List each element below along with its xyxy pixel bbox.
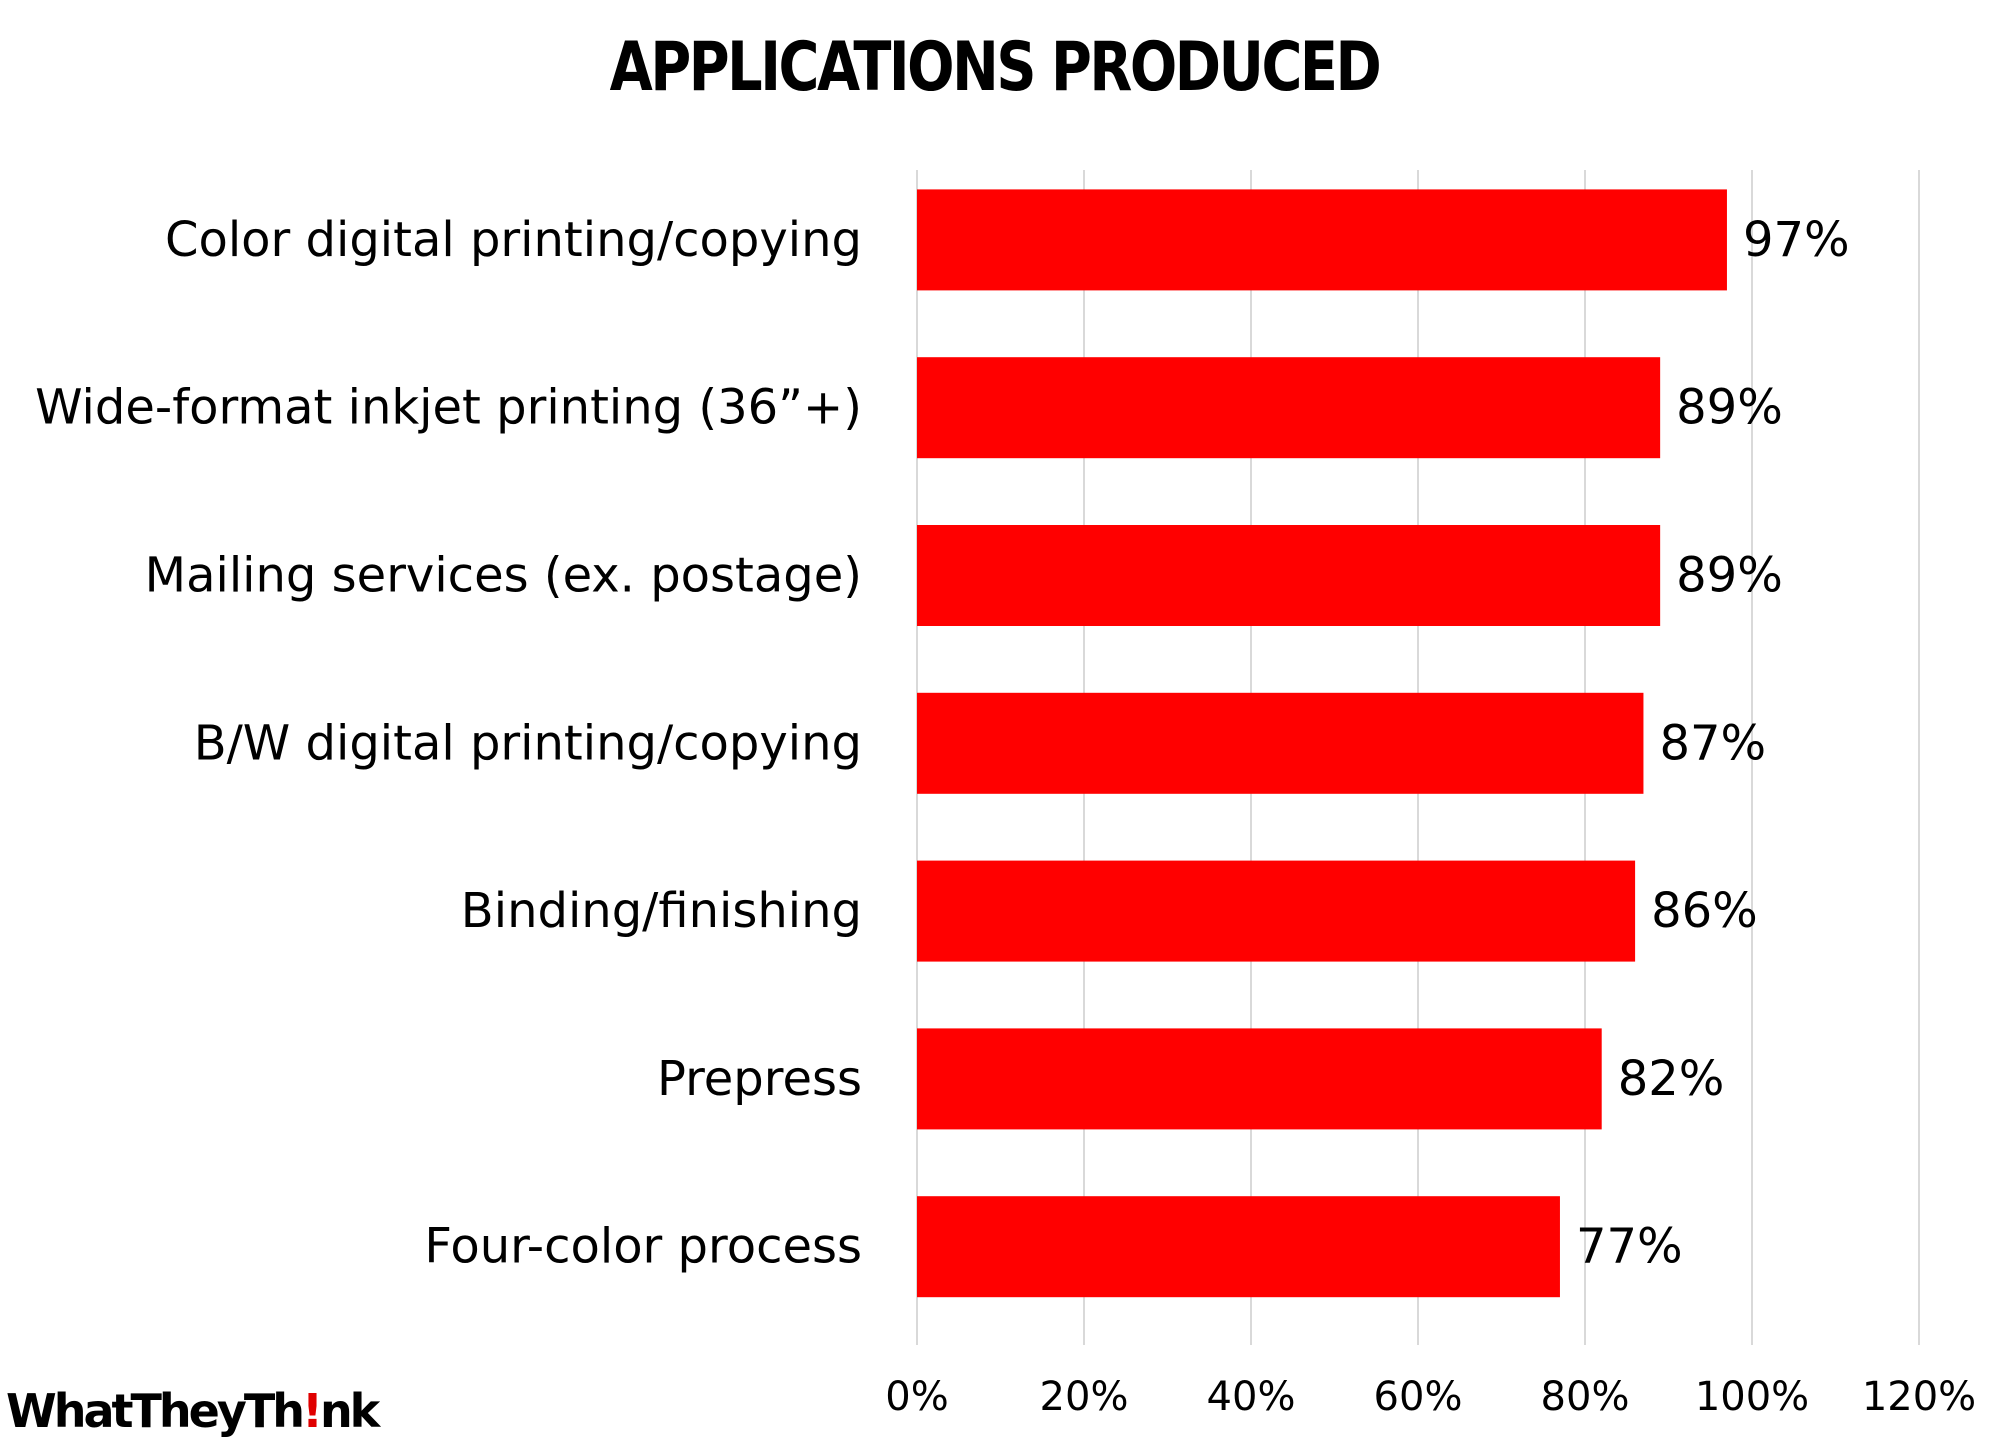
labels: 0% 20% 40% 60% 80% 100% 120% Color digital prin… xyxy=(35,212,1976,1420)
x-tick-label: 100% xyxy=(1695,1374,1809,1420)
x-tick-label: 80% xyxy=(1541,1374,1630,1420)
data-label: 97% xyxy=(1743,212,1850,268)
category-label: Color digital printing/copying xyxy=(165,212,862,268)
bar xyxy=(917,189,1727,291)
logo-exclamation-mark: ! xyxy=(301,1384,323,1438)
bar xyxy=(917,357,1661,459)
data-label: 77% xyxy=(1576,1219,1683,1275)
chart-title: APPLICATIONS PRODUCED xyxy=(609,28,1382,107)
bar xyxy=(917,692,1644,794)
category-label: Mailing services (ex. postage) xyxy=(145,548,862,604)
logo-text-end: nk xyxy=(319,1384,380,1438)
bar xyxy=(917,860,1636,962)
data-label: 82% xyxy=(1618,1051,1725,1107)
whattheythink-logo: WhatTheyTh!nk xyxy=(6,1384,380,1438)
bar xyxy=(917,1196,1560,1298)
logo-text-start: WhatTheyTh xyxy=(6,1384,305,1438)
bars xyxy=(917,189,1727,1298)
category-label: Wide-format inkjet printing (36”+) xyxy=(35,380,862,436)
data-label: 89% xyxy=(1676,380,1783,436)
data-label: 86% xyxy=(1651,883,1758,939)
category-label: B/W digital printing/copying xyxy=(194,715,862,771)
bar xyxy=(917,525,1661,626)
x-tick-label: 40% xyxy=(1207,1374,1296,1420)
x-tick-label: 60% xyxy=(1374,1374,1463,1420)
bar xyxy=(917,1028,1602,1130)
category-label: Four-color process xyxy=(424,1219,862,1275)
data-label: 89% xyxy=(1676,548,1783,604)
x-tick-label: 120% xyxy=(1862,1374,1976,1420)
category-label: Binding/finishing xyxy=(461,883,862,939)
data-label: 87% xyxy=(1659,715,1766,771)
category-label: Prepress xyxy=(657,1051,862,1107)
x-tick-label: 20% xyxy=(1040,1374,1129,1420)
x-tick-label: 0% xyxy=(885,1374,948,1420)
